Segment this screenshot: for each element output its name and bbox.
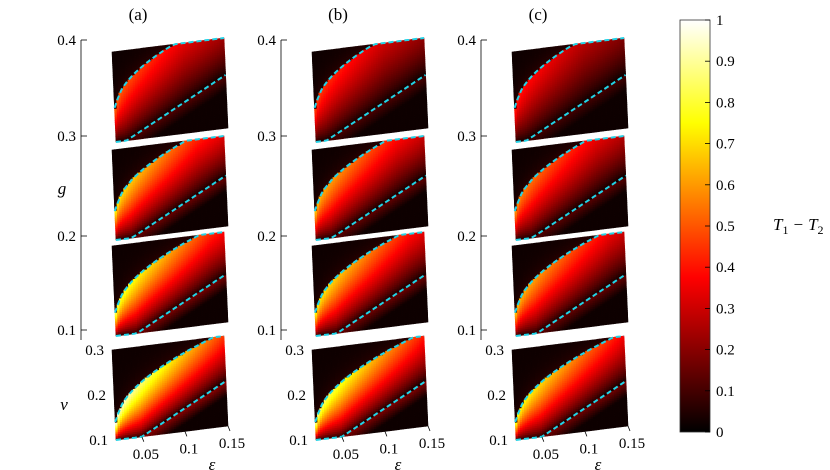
g-tick-label: 0.2 <box>57 229 76 245</box>
panel-label-b: (b) <box>328 5 348 24</box>
heat-cell <box>140 47 144 51</box>
slice-panels: 0.10.20.30.40.10.20.30.05 0.1 0.150.10.20.… <box>57 33 645 463</box>
heat-cell <box>162 142 167 146</box>
slice-g-0.4 <box>111 37 229 143</box>
heat-cell <box>114 51 118 55</box>
panel-label-a: (a) <box>129 5 148 24</box>
heat-cell <box>191 139 196 143</box>
heat-cell <box>162 44 167 48</box>
g-tick-label: 0.3 <box>57 129 76 145</box>
heat-cell <box>155 143 159 147</box>
heat-cell <box>155 45 159 49</box>
heat-cell <box>148 144 152 148</box>
slice-g-0.2 <box>111 231 229 337</box>
panel-label-c: (c) <box>529 5 548 24</box>
slice-g-0.3 <box>111 135 229 241</box>
heat-cell <box>114 149 118 153</box>
heat-cell <box>114 245 118 249</box>
heat-cell <box>128 243 132 247</box>
heat-cell <box>135 48 140 52</box>
panel-1: 0.10.20.30.40.10.20.30.05 0.1 0.15 <box>57 33 245 463</box>
heat-cell <box>140 145 144 149</box>
heat-cell <box>148 240 152 244</box>
heat-cell <box>140 241 144 245</box>
heat-cell <box>121 244 125 248</box>
heat-cell <box>135 146 140 150</box>
heat-cell <box>135 242 140 246</box>
heat-cell <box>177 43 181 47</box>
heat-cell <box>170 142 174 146</box>
heat-cell <box>148 46 152 50</box>
heat-cell <box>128 49 132 53</box>
g-tick-label: 0.4 <box>57 33 76 49</box>
heat-cell <box>121 50 125 54</box>
heat-cell <box>121 148 125 152</box>
g-tick-label: 0.1 <box>57 323 76 339</box>
heat-cell <box>128 147 132 151</box>
